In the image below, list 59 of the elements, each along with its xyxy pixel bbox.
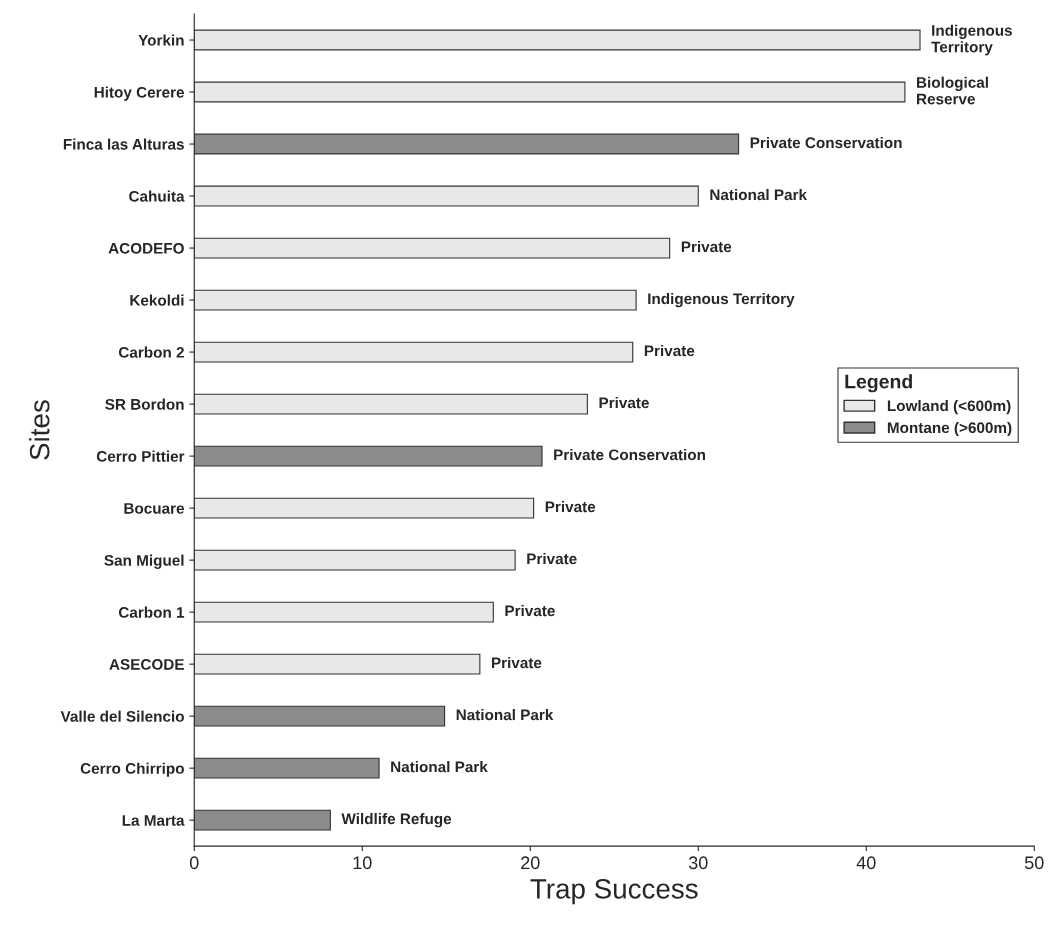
bar [194, 81, 906, 103]
annotation: Private Conservation [554, 448, 705, 461]
annotation: Private [505, 605, 555, 617]
y-tick-label: Cerro Chirripo [80, 762, 184, 777]
bar [194, 393, 588, 415]
annotation: Private [527, 553, 577, 565]
bar [194, 289, 637, 311]
y-tick-label: Yorkin [138, 34, 184, 46]
bar [194, 497, 535, 519]
x-tick-label: 0 [189, 856, 199, 870]
legend-label: Montane (>600m) [887, 421, 1012, 437]
x-tick-label: 20 [521, 856, 540, 870]
y-tick-label: SR Bordon [105, 398, 184, 410]
annotation: Private [599, 396, 649, 409]
annotation: Indigenous Territory [931, 24, 1012, 56]
annotation: Indigenous Territory [648, 292, 795, 308]
y-tick-label: La Marta [122, 815, 185, 826]
y-tick-label: ASECODE [109, 659, 184, 670]
bar [194, 185, 699, 207]
annotation: Wildlife Refuge [341, 813, 452, 828]
annotation: National Park [391, 761, 488, 773]
y-tick-label: ACODEFO [108, 242, 184, 254]
y-tick-label: Finca las Alturas [63, 138, 184, 150]
annotation: Private [545, 500, 596, 513]
annotation: Private [644, 344, 695, 357]
bar [194, 237, 671, 259]
y-tick-label: Kekoldi [130, 294, 184, 306]
x-tick-label: 10 [353, 856, 372, 870]
bar [194, 809, 331, 831]
bar [194, 705, 446, 727]
bar [194, 29, 921, 51]
legend-label: Lowland (<600m) [887, 400, 1011, 415]
y-tick-label: Cahuita [129, 190, 185, 202]
bar [194, 653, 481, 675]
x-tick-label: 50 [1024, 856, 1044, 870]
bar [194, 757, 380, 779]
y-tick-label: Hitoy Cerere [94, 86, 185, 101]
annotation: Biological Reserve [917, 76, 988, 105]
annotation: National Park [710, 188, 808, 201]
y-tick-label: San Miguel [104, 554, 184, 569]
bar [194, 549, 516, 571]
legend-title: Legend [845, 374, 912, 393]
bar [194, 601, 494, 623]
x-axis-title: Trap Success [530, 879, 698, 905]
x-tick-label: 30 [688, 856, 708, 870]
annotation: Private [681, 240, 732, 253]
y-tick-label: Cerro Pittier [96, 450, 185, 462]
bar [194, 341, 634, 363]
annotation: National Park [456, 709, 554, 721]
y-tick-label: Carbon 1 [118, 606, 185, 618]
y-tick-label: Bocuare [124, 503, 185, 514]
bar [194, 445, 543, 467]
y-tick-label: Valle del Silencio [60, 710, 184, 722]
y-axis-title: Sites [29, 400, 50, 460]
y-tick-label: Carbon 2 [118, 346, 184, 358]
annotation: Private [491, 657, 542, 669]
bar [194, 133, 740, 155]
x-tick-label: 40 [856, 856, 876, 870]
annotation: Private Conservation [750, 136, 902, 149]
